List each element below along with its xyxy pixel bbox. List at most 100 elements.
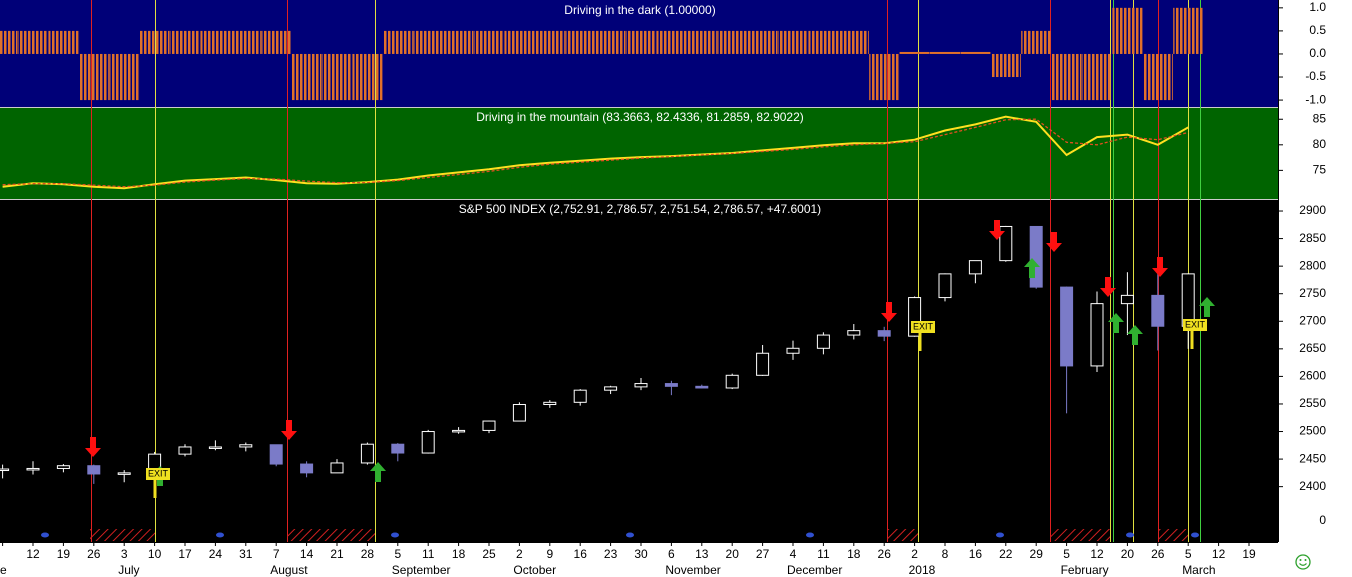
y-tick-label: 75 xyxy=(1313,163,1327,177)
y-tick-label: -0.5 xyxy=(1305,69,1326,83)
candle-body xyxy=(816,334,830,349)
x-tick-label: 14 xyxy=(300,547,314,561)
x-tick-label: 16 xyxy=(574,547,588,561)
strip-axis-label: 0 xyxy=(1319,513,1326,527)
x-tick-label: 20 xyxy=(726,547,740,561)
candle-body xyxy=(604,386,618,391)
y-tick-label: 0.0 xyxy=(1309,46,1326,60)
indicator-bar xyxy=(565,30,596,54)
buy-arrow xyxy=(1108,313,1124,333)
x-tick-label: 9 xyxy=(546,547,553,561)
x-tick-label: 8 xyxy=(942,547,949,561)
x-tick-label: 3 xyxy=(121,547,128,561)
x-tick-label: 11 xyxy=(817,547,830,561)
exit-stem xyxy=(153,480,157,498)
candle-body xyxy=(634,383,648,388)
month-label: September xyxy=(392,563,451,577)
month-label: e xyxy=(0,563,7,577)
x-tick-label: 18 xyxy=(847,547,861,561)
x-tick-label: 31 xyxy=(239,547,253,561)
indicator-bar xyxy=(291,53,322,101)
strip-dot xyxy=(216,532,224,538)
strip-hatch xyxy=(887,529,918,541)
candle-body xyxy=(725,374,739,389)
y-tick-label: 2750 xyxy=(1299,286,1326,300)
x-tick-label: 2 xyxy=(516,547,523,561)
indicator-bar xyxy=(656,30,687,54)
x-tick-label: 23 xyxy=(604,547,618,561)
indicator-bar xyxy=(322,53,352,101)
indicator-bar xyxy=(778,30,808,54)
candle-body xyxy=(1090,303,1104,367)
strip-hatch xyxy=(1050,529,1110,541)
candle-body xyxy=(87,465,101,475)
strip-hatch xyxy=(287,529,375,541)
x-tick-label: 26 xyxy=(878,547,892,561)
indicator-bar xyxy=(960,51,991,54)
x-tick-label: 17 xyxy=(178,547,192,561)
y-tick-label: 2850 xyxy=(1299,231,1326,245)
indicator-line xyxy=(2,115,1189,190)
candle-body xyxy=(756,352,770,376)
candle-body xyxy=(1029,225,1043,288)
candle-body xyxy=(938,273,952,299)
indicator-line xyxy=(2,118,1189,188)
candle-body xyxy=(573,389,587,403)
x-tick-label: 24 xyxy=(209,547,223,561)
x-tick-label: 18 xyxy=(452,547,466,561)
exit-box xyxy=(146,468,170,480)
indicator-bar xyxy=(109,53,140,101)
x-tick-label: 20 xyxy=(1121,547,1135,561)
exit-stem xyxy=(918,333,922,351)
indicator-bar xyxy=(230,30,261,54)
candle-body xyxy=(786,347,800,354)
strip-dot xyxy=(391,532,399,538)
indicator-bar xyxy=(899,51,930,54)
y-tick-label: 2900 xyxy=(1299,203,1326,217)
indicator-bar xyxy=(18,30,48,54)
y-tick-label: 2800 xyxy=(1299,258,1326,272)
candle-body xyxy=(208,446,222,449)
x-tick-label: 22 xyxy=(999,547,1013,561)
y-tick-label: 2450 xyxy=(1299,451,1326,465)
indicator-bar xyxy=(0,30,18,54)
indicator-bar xyxy=(686,30,717,54)
smiley-icon[interactable] xyxy=(1295,554,1311,570)
sell-arrow xyxy=(989,220,1005,240)
y-tick-label: 80 xyxy=(1313,137,1327,151)
x-tick-label: 7 xyxy=(273,547,280,561)
candle-body xyxy=(330,462,344,474)
indicator-bar xyxy=(534,30,565,54)
indicator-bar xyxy=(990,53,1021,78)
month-label: July xyxy=(118,563,139,577)
indicator-bar xyxy=(474,30,504,54)
x-tick-label: 19 xyxy=(1242,547,1256,561)
indicator-bar xyxy=(838,30,869,54)
indicator-bar xyxy=(1051,53,1082,101)
indicator-bar xyxy=(930,51,960,54)
sell-arrow xyxy=(1100,277,1116,297)
exit-label: EXIT xyxy=(913,321,934,331)
x-tick-label: 25 xyxy=(482,547,496,561)
candle-body xyxy=(0,468,10,472)
indicator-bar xyxy=(48,30,79,54)
strip-dot xyxy=(626,532,634,538)
strip-dot xyxy=(1191,532,1199,538)
buy-arrow xyxy=(1127,325,1143,345)
indicator-bar xyxy=(869,53,900,101)
strip-dot xyxy=(806,532,814,538)
candle-body xyxy=(269,444,283,465)
buy-arrow xyxy=(1024,258,1040,278)
indicator-bar xyxy=(1112,7,1143,54)
candle-body xyxy=(1060,286,1074,367)
indicator-bar xyxy=(413,30,444,54)
x-tick-label: 21 xyxy=(330,547,344,561)
candle-body xyxy=(543,401,557,406)
indicator-bar xyxy=(78,53,109,101)
candle-body xyxy=(877,330,891,337)
y-tick-label: 2500 xyxy=(1299,424,1326,438)
y-tick-label: 85 xyxy=(1313,111,1327,125)
month-label: 2018 xyxy=(909,563,936,577)
indicator-bar xyxy=(808,30,839,54)
